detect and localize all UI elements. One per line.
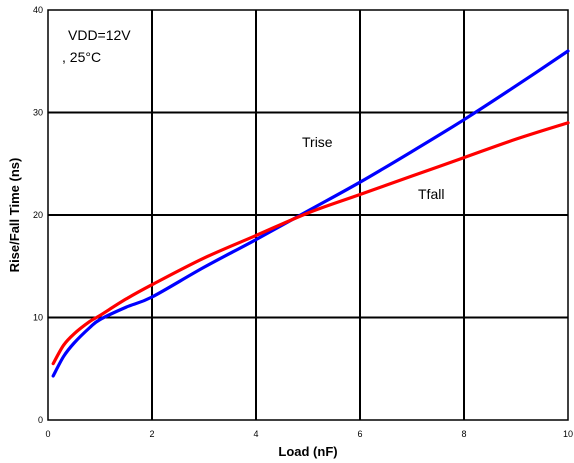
y-tick-label: 40 bbox=[33, 5, 43, 15]
x-tick-labels: 0 2 4 6 8 10 bbox=[45, 429, 573, 439]
x-tick-label: 2 bbox=[149, 429, 154, 439]
y-tick-labels: 0 10 20 30 40 bbox=[33, 5, 43, 425]
y-tick-label: 10 bbox=[33, 313, 43, 323]
condition-label-temperature: , 25°C bbox=[62, 49, 101, 65]
grid bbox=[48, 10, 568, 420]
series-line-trise bbox=[51, 49, 570, 378]
series-layer bbox=[51, 49, 570, 378]
x-tick-label: 8 bbox=[461, 429, 466, 439]
series-label-trise: Trise bbox=[302, 134, 333, 150]
series-label-tfall: Tfall bbox=[418, 186, 444, 202]
y-tick-label: 20 bbox=[33, 210, 43, 220]
x-axis-label: Load (nF) bbox=[278, 444, 337, 459]
x-tick-label: 6 bbox=[357, 429, 362, 439]
y-tick-label: 30 bbox=[33, 108, 43, 118]
x-tick-label: 4 bbox=[253, 429, 258, 439]
x-tick-label: 0 bbox=[45, 429, 50, 439]
x-tick-label: 10 bbox=[563, 429, 573, 439]
condition-label-voltage: VDD=12V bbox=[68, 27, 131, 43]
y-tick-label: 0 bbox=[38, 415, 43, 425]
y-axis-label: Rise/Fall Time (ns) bbox=[7, 158, 22, 273]
plot-frame bbox=[47, 9, 569, 421]
series-line-tfall bbox=[51, 121, 570, 366]
